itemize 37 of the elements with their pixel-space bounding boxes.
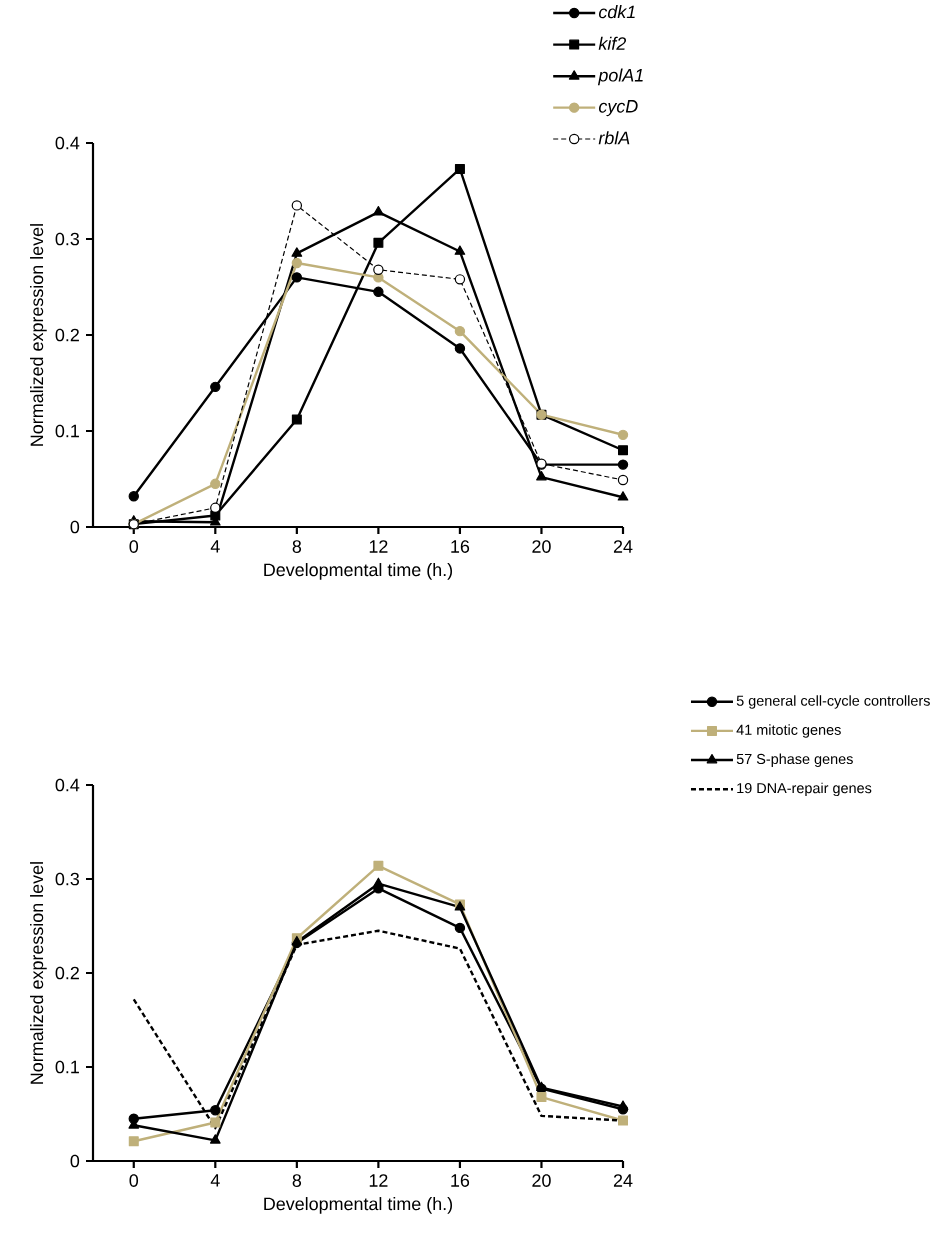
y-tick-label: 0 xyxy=(70,1154,80,1168)
y-tick-label: 0.2 xyxy=(55,966,79,980)
x-tick-label: 4 xyxy=(210,1174,220,1187)
y-tick-label: 0.4 xyxy=(55,778,80,792)
x-tick-label: 20 xyxy=(532,1174,551,1187)
y-tick-label: 0.1 xyxy=(55,424,79,438)
legend-label: cdk1 xyxy=(598,5,635,19)
legend-label: 5 general cell-cycle controllers xyxy=(736,695,930,709)
x-tick-label: 16 xyxy=(451,540,470,553)
x-tick-label: 24 xyxy=(613,1174,633,1187)
y-axis-title: Normalized expression level xyxy=(30,224,47,446)
legend-label: kif2 xyxy=(598,36,627,50)
legend-label: polA1 xyxy=(597,68,643,86)
y-tick-label: 0.2 xyxy=(55,328,79,342)
y-tick-label: 0.3 xyxy=(55,872,80,886)
x-axis-title: Developmental time (h.) xyxy=(264,1197,453,1214)
legend-label: 41 mitotic genes xyxy=(736,724,841,738)
legend-label: cycD xyxy=(598,100,638,117)
legend-label: 19 DNA-repair genes xyxy=(737,782,872,797)
x-tick-label: 12 xyxy=(369,540,388,553)
x-tick-label: 12 xyxy=(369,1174,388,1187)
x-tick-label: 8 xyxy=(292,540,302,553)
y-tick-label: 0.3 xyxy=(55,232,80,246)
x-tick-label: 16 xyxy=(451,1174,470,1187)
legend-label: rblA xyxy=(598,131,630,145)
x-tick-label: 24 xyxy=(613,540,633,553)
x-tick-label: 4 xyxy=(210,540,220,553)
y-tick-label: 0.1 xyxy=(55,1060,79,1074)
legend-label: 57 S-phase genes xyxy=(736,753,853,767)
x-tick-label: 20 xyxy=(532,540,551,553)
x-axis-title: Developmental time (h.) xyxy=(264,563,453,580)
x-tick-label: 8 xyxy=(292,1174,302,1187)
y-tick-label: 0.4 xyxy=(55,136,80,150)
y-tick-label: 0 xyxy=(70,520,80,534)
x-tick-label: 0 xyxy=(129,540,139,553)
x-tick-label: 0 xyxy=(129,1174,139,1187)
y-axis-title: Normalized expression level xyxy=(30,862,47,1084)
